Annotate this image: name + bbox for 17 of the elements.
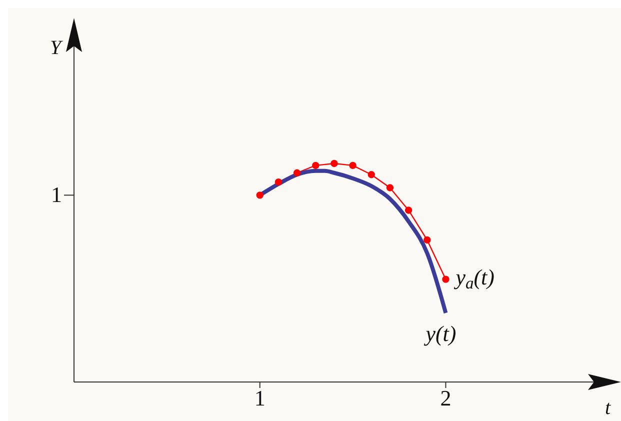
point — [293, 169, 301, 176]
point — [330, 160, 338, 168]
x-axis-title: t — [605, 397, 611, 419]
point — [386, 184, 394, 192]
series-label: y(t) — [424, 320, 456, 346]
text: 1 — [51, 182, 62, 208]
x-tick-label: 2 — [440, 386, 452, 411]
point — [256, 192, 264, 199]
point — [274, 178, 282, 186]
point — [442, 276, 450, 283]
point — [404, 206, 412, 214]
point — [368, 171, 375, 178]
point — [312, 162, 320, 170]
text: Y — [50, 37, 63, 59]
point — [424, 236, 431, 244]
point — [349, 162, 356, 170]
series-label: y$_{a}$(t) — [454, 264, 495, 293]
